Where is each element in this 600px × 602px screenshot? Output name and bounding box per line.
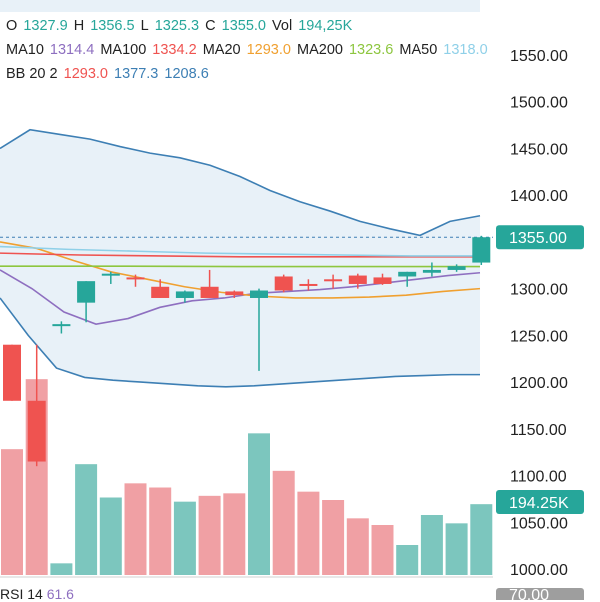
candle-body (275, 276, 293, 290)
rsi-axis-text: 70.00 (509, 587, 549, 600)
ma100-value: 1334.2 (152, 42, 196, 58)
volume-bar (199, 496, 221, 575)
volume-bar (347, 518, 369, 575)
bollinger-fill-top (0, 0, 480, 12)
current-volume-text: 194.25K (509, 495, 569, 512)
volume-bar (223, 493, 245, 575)
y-axis-tick-label: 1400.00 (510, 188, 568, 205)
bollinger-fill (0, 130, 480, 387)
y-axis-tick-label: 1500.00 (510, 95, 568, 112)
candle-body (201, 287, 219, 298)
volume-bar (174, 502, 196, 575)
ma50-value: 1318.0 (443, 42, 487, 58)
candle-body (324, 279, 342, 281)
candle-body (448, 266, 466, 270)
low-value: 1325.3 (155, 18, 199, 34)
ma200-value: 1323.6 (349, 42, 393, 58)
candle-body (423, 270, 441, 273)
volume-bar (322, 500, 344, 575)
volume-bar (273, 471, 295, 575)
bb-lower-value: 1208.6 (164, 66, 208, 82)
candle-body (102, 274, 120, 276)
candle-body (374, 277, 392, 284)
candle-body (151, 287, 169, 298)
volume-bar (1, 449, 23, 575)
bb-mid-value: 1293.0 (64, 66, 108, 82)
candle-body (52, 324, 70, 326)
candle-body (176, 291, 194, 298)
candle-body (28, 401, 46, 462)
y-axis-tick-label: 1050.00 (510, 515, 568, 532)
ma10-value: 1314.4 (50, 42, 94, 58)
candle-body (127, 277, 145, 279)
y-axis-tick-label: 1000.00 (510, 562, 568, 579)
candle-body (250, 291, 268, 298)
candle-body (3, 345, 21, 401)
volume-bar (372, 525, 394, 575)
bb-upper-value: 1377.3 (114, 66, 158, 82)
volume-bar (75, 464, 97, 575)
volume-bar (50, 563, 72, 575)
candle-body (398, 272, 416, 277)
close-value: 1355.0 (222, 18, 266, 34)
volume-value: 194,25K (298, 18, 352, 34)
ma-legend: MA10 1314.4 MA100 1334.2 MA20 1293.0 MA2… (6, 42, 490, 58)
ohlc-legend: O 1327.9 H 1356.5 L 1325.3 C 1355.0 Vol … (6, 18, 354, 34)
y-axis-tick-label: 1150.00 (510, 422, 567, 439)
bb-legend: BB 20 2 1293.0 1377.3 1208.6 (6, 66, 211, 82)
volume-bar (297, 492, 319, 575)
y-axis-tick-label: 1450.00 (510, 141, 568, 158)
open-value: 1327.9 (23, 18, 67, 34)
volume-bar (248, 433, 270, 575)
volume-bar (149, 488, 171, 576)
volume-bar (421, 515, 443, 575)
ma20-value: 1293.0 (247, 42, 291, 58)
volume-bar (125, 483, 147, 575)
high-value: 1356.5 (90, 18, 134, 34)
volume-bar (470, 504, 492, 575)
candle-body (349, 276, 367, 284)
y-axis-tick-label: 1300.00 (510, 282, 568, 299)
y-axis-tick-label: 1550.00 (510, 48, 568, 65)
candle-body (225, 291, 243, 295)
y-axis-tick-label: 1250.00 (510, 328, 568, 345)
candle-body (299, 284, 317, 286)
current-price-text: 1355.00 (509, 230, 567, 247)
candle-body (472, 237, 490, 262)
volume-bar (396, 545, 418, 575)
volume-bar (446, 523, 468, 575)
y-axis-tick-label: 1100.00 (510, 469, 567, 486)
y-axis-tick-label: 1200.00 (510, 375, 568, 392)
candle-body (77, 281, 95, 302)
volume-bar (100, 498, 122, 576)
